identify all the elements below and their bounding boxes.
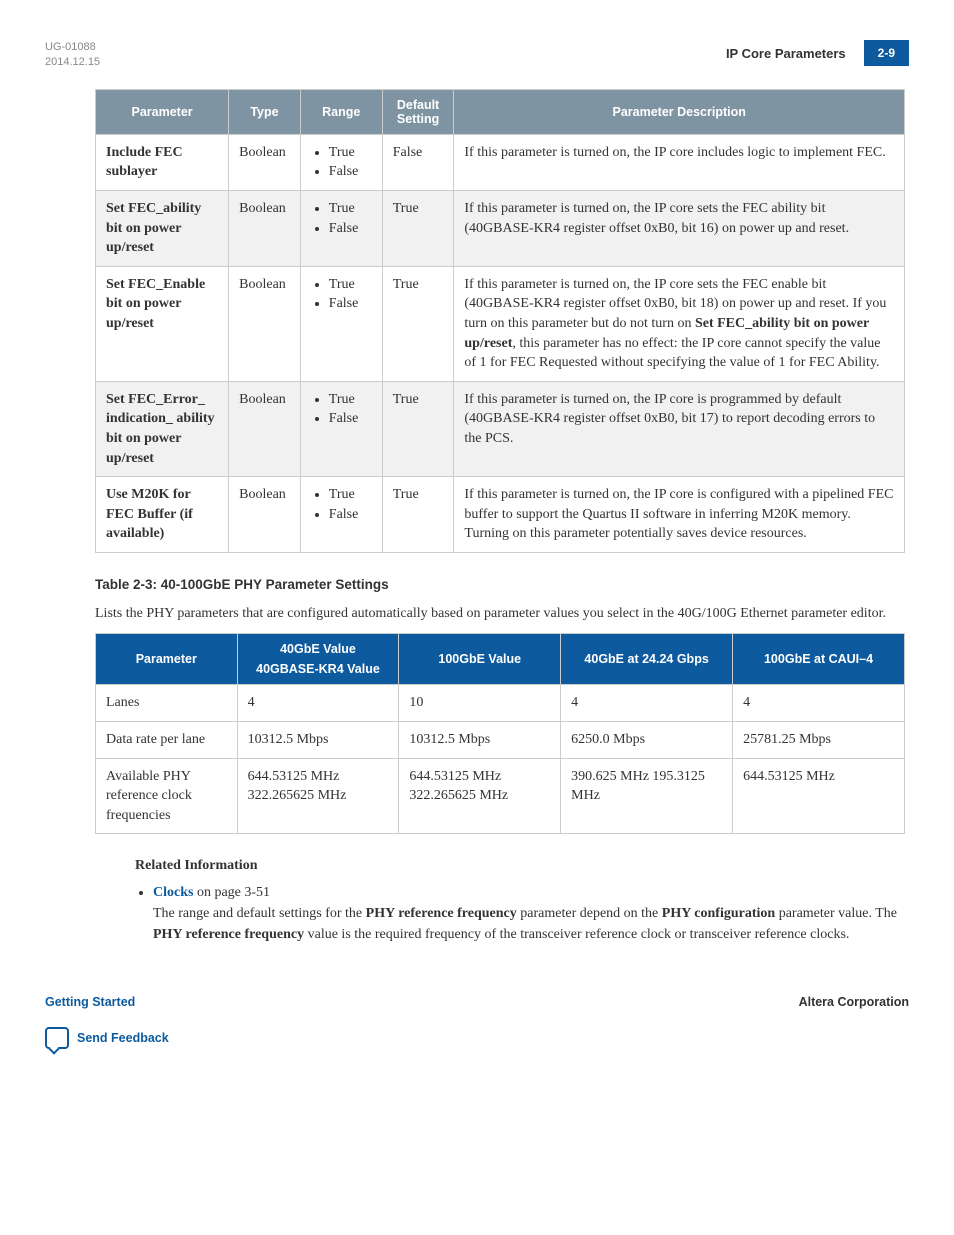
description-cell: If this parameter is turned on, the IP c… — [454, 381, 905, 476]
phy-param-cell: Available PHY reference clock frequencie… — [96, 758, 238, 834]
clocks-link[interactable]: Clocks — [153, 885, 193, 900]
param-cell: Set FEC_ability bit on power up/reset — [96, 190, 229, 266]
type-cell: Boolean — [229, 477, 301, 553]
type-cell: Boolean — [229, 190, 301, 266]
default-cell: True — [382, 477, 454, 553]
phy-caui4-cell: 4 — [733, 685, 905, 722]
table-row: Set FEC_Enable bit on power up/resetBool… — [96, 266, 905, 381]
feedback-row[interactable]: Send Feedback — [45, 1027, 909, 1049]
table2-caption: Table 2-3: 40-100GbE PHY Parameter Setti… — [95, 577, 909, 592]
footer-chapter[interactable]: Getting Started — [45, 995, 135, 1009]
phy-40gbe24-cell: 6250.0 Mbps — [561, 722, 733, 759]
phy-100gbe-cell: 10 — [399, 685, 561, 722]
phy-caui4-cell: 25781.25 Mbps — [733, 722, 905, 759]
range-cell: TrueFalse — [300, 190, 382, 266]
page-number-badge: 2-9 — [864, 40, 909, 66]
table-row: Use M20K for FEC Buffer (if available)Bo… — [96, 477, 905, 553]
th-phy-param-text: Parameter — [106, 652, 227, 666]
range-cell: TrueFalse — [300, 266, 382, 381]
param-cell: Use M20K for FEC Buffer (if available) — [96, 477, 229, 553]
header-left: UG-01088 2014.12.15 — [45, 40, 100, 71]
description-cell: If this parameter is turned on, the IP c… — [454, 266, 905, 381]
description-cell: If this parameter is turned on, the IP c… — [454, 190, 905, 266]
th-40gbe: 40GbE Value 40GBASE-KR4 Value — [237, 634, 399, 685]
phy-param-cell: Lanes — [96, 685, 238, 722]
related-item: Clocks on page 3-51 The range and defaul… — [153, 882, 913, 945]
th-40gbe-24: 40GbE at 24.24 Gbps — [561, 634, 733, 685]
fec-parameters-table: Parameter Type Range Default Setting Par… — [95, 89, 905, 553]
range-cell: TrueFalse — [300, 134, 382, 190]
default-cell: True — [382, 190, 454, 266]
th-40gbe-line1: 40GbE Value — [248, 642, 389, 656]
type-cell: Boolean — [229, 381, 301, 476]
th-description: Parameter Description — [454, 89, 905, 134]
table-row: Lanes41044 — [96, 685, 905, 722]
default-cell: True — [382, 266, 454, 381]
phy-100gbe-cell: 644.53125 MHz 322.265625 MHz — [399, 758, 561, 834]
footer-company: Altera Corporation — [799, 995, 909, 1009]
phy-param-cell: Data rate per lane — [96, 722, 238, 759]
table2-intro: Lists the PHY parameters that are config… — [95, 604, 905, 624]
phy-40gbe-cell: 4 — [237, 685, 399, 722]
description-cell: If this parameter is turned on, the IP c… — [454, 134, 905, 190]
header-right: IP Core Parameters 2-9 — [726, 40, 909, 66]
feedback-icon — [45, 1027, 69, 1049]
default-cell: False — [382, 134, 454, 190]
type-cell: Boolean — [229, 134, 301, 190]
phy-caui4-cell: 644.53125 MHz — [733, 758, 905, 834]
param-cell: Set FEC_Error_ indication_ ability bit o… — [96, 381, 229, 476]
table-row: Set FEC_Error_ indication_ ability bit o… — [96, 381, 905, 476]
doc-date: 2014.12.15 — [45, 55, 100, 70]
phy-40gbe24-cell: 4 — [561, 685, 733, 722]
description-cell: If this parameter is turned on, the IP c… — [454, 477, 905, 553]
param-cell: Include FEC sublayer — [96, 134, 229, 190]
table-row: Include FEC sublayerBooleanTrueFalseFals… — [96, 134, 905, 190]
type-cell: Boolean — [229, 266, 301, 381]
page-footer: Getting Started Altera Corporation — [45, 995, 909, 1009]
th-parameter: Parameter — [96, 89, 229, 134]
th-phy-parameter: Parameter — [96, 634, 238, 685]
related-body: The range and default settings for the P… — [153, 906, 897, 942]
phy-parameters-table: Parameter 40GbE Value 40GBASE-KR4 Value … — [95, 633, 905, 834]
table-row: Data rate per lane10312.5 Mbps10312.5 Mb… — [96, 722, 905, 759]
th-100gbe: 100GbE Value — [399, 634, 561, 685]
th-type: Type — [229, 89, 301, 134]
table-row: Available PHY reference clock frequencie… — [96, 758, 905, 834]
param-cell: Set FEC_Enable bit on power up/reset — [96, 266, 229, 381]
default-cell: True — [382, 381, 454, 476]
page-header: UG-01088 2014.12.15 IP Core Parameters 2… — [45, 40, 909, 71]
related-info-heading: Related Information — [135, 858, 909, 874]
feedback-link[interactable]: Send Feedback — [77, 1031, 169, 1045]
clocks-link-suffix: on page 3-51 — [193, 885, 270, 900]
th-range: Range — [300, 89, 382, 134]
section-title: IP Core Parameters — [726, 46, 846, 61]
th-default: Default Setting — [382, 89, 454, 134]
range-cell: TrueFalse — [300, 381, 382, 476]
phy-40gbe-cell: 10312.5 Mbps — [237, 722, 399, 759]
phy-40gbe24-cell: 390.625 MHz 195.3125 MHz — [561, 758, 733, 834]
doc-id: UG-01088 — [45, 40, 100, 55]
range-cell: TrueFalse — [300, 477, 382, 553]
th-40gbe-line2: 40GBASE-KR4 Value — [248, 662, 389, 676]
related-info-list: Clocks on page 3-51 The range and defaul… — [135, 882, 913, 945]
phy-40gbe-cell: 644.53125 MHz 322.265625 MHz — [237, 758, 399, 834]
phy-100gbe-cell: 10312.5 Mbps — [399, 722, 561, 759]
th-100gbe-caui4: 100GbE at CAUI–4 — [733, 634, 905, 685]
table-row: Set FEC_ability bit on power up/resetBoo… — [96, 190, 905, 266]
